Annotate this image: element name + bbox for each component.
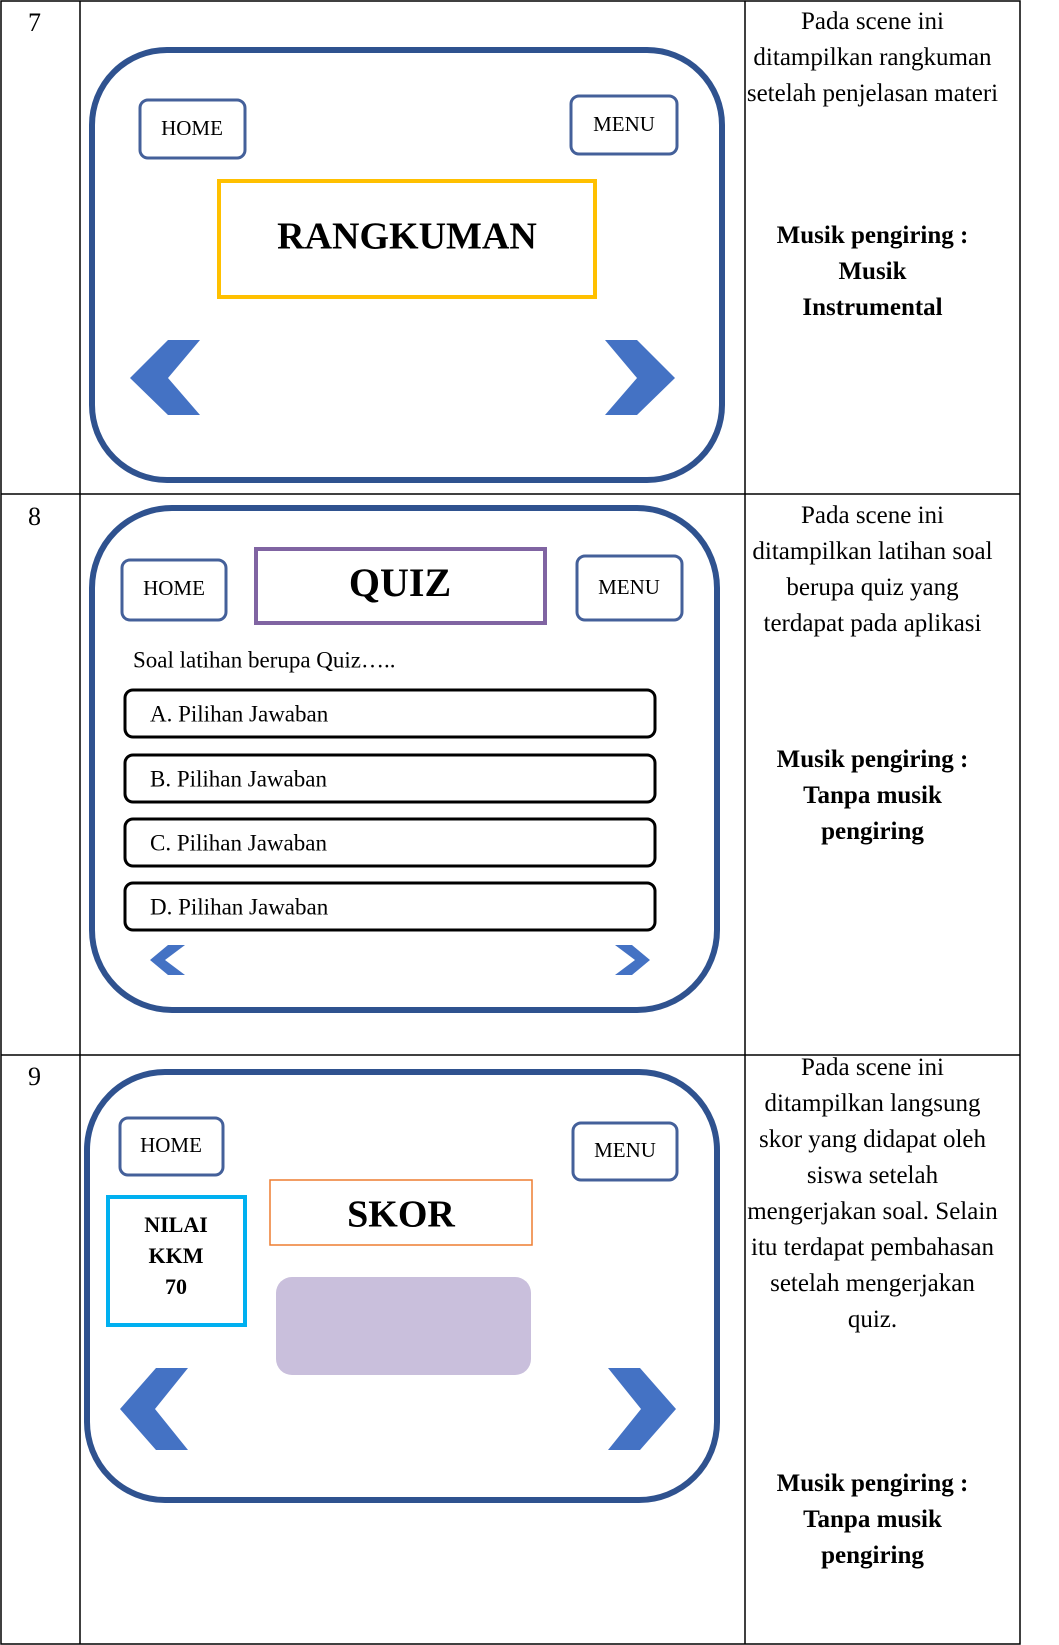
title-box — [217, 179, 597, 299]
score-panel — [276, 1277, 531, 1375]
menu-button[interactable] — [575, 554, 684, 622]
next-arrow[interactable] — [605, 340, 675, 415]
row-number: 8 — [28, 502, 41, 531]
answer-option[interactable] — [123, 753, 657, 804]
home-label: HOME — [161, 116, 223, 140]
prev-arrow[interactable] — [130, 340, 200, 415]
row-number: 7 — [28, 8, 41, 37]
scene-description: Pada scene ini ditampilkan latihan soal … — [752, 502, 993, 637]
nilai-box — [106, 1195, 247, 1327]
row-number: 9 — [28, 1062, 41, 1091]
prev-arrow[interactable] — [150, 945, 185, 975]
answer-label: A. Pilihan Jawaban — [150, 701, 329, 726]
title-box — [254, 547, 547, 625]
music-label: Musik pengiring : — [776, 222, 969, 249]
scene-title: RANGKUMAN — [277, 216, 537, 258]
answer-label: D. Pilihan Jawaban — [150, 894, 329, 919]
menu-button[interactable] — [571, 1121, 679, 1182]
home-button[interactable] — [120, 558, 228, 622]
music-label: Musik pengiring : — [776, 746, 969, 773]
answer-option[interactable] — [123, 817, 657, 868]
prev-arrow[interactable] — [120, 1368, 188, 1450]
music-value: Musik Instrumental — [802, 258, 943, 321]
answer-option[interactable] — [123, 688, 657, 739]
scene-description: Pada scene ini ditampilkan rangkuman set… — [746, 8, 999, 107]
scene-title: SKOR — [347, 1194, 455, 1236]
home-label: HOME — [140, 1133, 202, 1157]
home-button[interactable] — [118, 1116, 225, 1177]
home-label: HOME — [143, 576, 205, 600]
answer-label: C. Pilihan Jawaban — [150, 830, 327, 855]
nilai-text: 70 — [165, 1274, 187, 1299]
nilai-text: NILAI — [144, 1212, 208, 1237]
answer-label: B. Pilihan Jawaban — [150, 766, 327, 791]
title-box — [269, 1179, 533, 1246]
music-value: Tanpa musik pengiring — [803, 782, 942, 845]
scene-description: Pada scene ini ditampilkan langsung skor… — [747, 1054, 998, 1333]
screen-frame — [84, 1069, 720, 1503]
screen-frame — [89, 505, 720, 1013]
scene-title: QUIZ — [349, 560, 451, 605]
answer-option[interactable] — [123, 881, 657, 932]
music-label: Musik pengiring : — [776, 1470, 969, 1497]
menu-label: MENU — [598, 575, 660, 599]
next-arrow[interactable] — [608, 1368, 676, 1450]
nilai-text: KKM — [149, 1243, 204, 1268]
menu-label: MENU — [594, 1138, 656, 1162]
home-button[interactable] — [138, 98, 247, 160]
question-text: Soal latihan berupa Quiz….. — [133, 647, 396, 672]
music-value: Tanpa musik pengiring — [803, 1506, 942, 1569]
menu-label: MENU — [593, 112, 655, 136]
menu-button[interactable] — [569, 94, 679, 156]
screen-frame — [89, 47, 725, 483]
table-grid — [0, 0, 1021, 1645]
next-arrow[interactable] — [615, 945, 650, 975]
